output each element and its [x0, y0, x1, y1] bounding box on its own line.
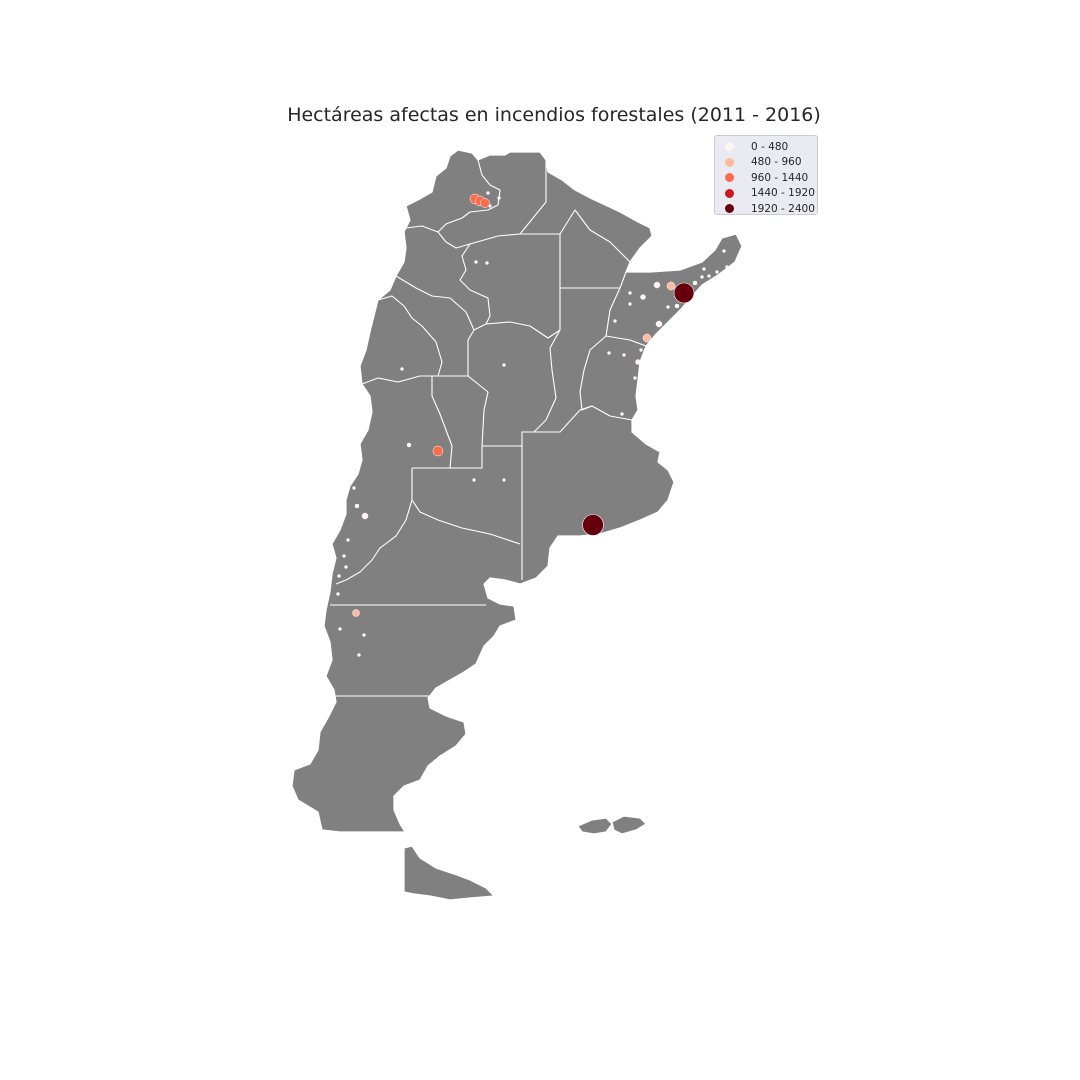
fire-marker — [655, 320, 663, 328]
map-title: Hectáreas afectas en incendios forestale… — [287, 104, 821, 126]
legend-swatch — [725, 142, 734, 152]
fire-marker — [674, 303, 680, 309]
fire-marker — [338, 627, 342, 631]
fire-markers — [336, 191, 729, 657]
fire-marker-small — [666, 281, 676, 291]
fire-marker — [702, 267, 706, 271]
legend-item: 0 - 480 — [723, 139, 817, 155]
fire-marker — [474, 260, 478, 264]
fire-marker — [486, 191, 490, 195]
fire-marker — [336, 592, 340, 596]
fire-marker-large — [582, 514, 604, 536]
fire-marker — [640, 294, 646, 300]
legend-swatch — [725, 204, 734, 214]
fire-marker — [352, 486, 356, 490]
legend-item: 480 - 960 — [723, 155, 817, 171]
fire-marker — [622, 353, 626, 357]
fire-marker-large — [673, 282, 695, 304]
fire-marker — [342, 554, 346, 558]
fire-marker — [337, 574, 341, 578]
legend-swatch — [725, 157, 734, 167]
fire-marker — [607, 351, 611, 355]
fire-marker — [502, 363, 506, 367]
fire-marker-small — [642, 333, 652, 343]
fire-marker — [502, 478, 506, 482]
tierra-del-fuego-region — [403, 845, 495, 901]
fire-marker — [400, 367, 404, 371]
fire-marker — [344, 565, 348, 569]
mainland-region — [291, 149, 743, 833]
fire-marker-medium — [480, 198, 490, 208]
fire-marker — [715, 270, 719, 274]
fire-marker — [725, 265, 729, 269]
fire-marker — [633, 376, 637, 380]
fire-marker — [700, 275, 704, 279]
fire-marker — [628, 302, 632, 306]
fire-marker — [497, 196, 501, 200]
province-borders — [330, 159, 647, 697]
fire-marker — [620, 412, 624, 416]
fire-marker — [613, 319, 617, 323]
fire-marker — [692, 280, 698, 286]
fire-marker — [666, 305, 670, 309]
legend-item: 960 - 1440 — [723, 170, 817, 186]
malvinas-region — [577, 815, 647, 835]
legend-label: 1920 - 2400 — [751, 202, 815, 215]
fire-marker — [653, 281, 661, 289]
fire-marker — [357, 653, 361, 657]
fire-marker — [354, 503, 360, 509]
fire-marker — [628, 291, 632, 295]
legend-item: 1920 - 2400 — [723, 201, 817, 217]
legend-swatch — [725, 173, 734, 183]
map-legend: 0 - 480 480 - 960 960 - 1440 1440 - 1920… — [714, 135, 818, 215]
legend-label: 960 - 1440 — [751, 171, 809, 184]
legend-label: 480 - 960 — [751, 156, 802, 169]
fire-marker — [362, 633, 366, 637]
legend-label: 0 - 480 — [751, 140, 789, 153]
fire-marker — [361, 512, 369, 520]
legend-label: 1440 - 1920 — [751, 187, 815, 200]
fire-marker — [406, 442, 412, 448]
fire-marker — [472, 478, 476, 482]
fire-marker — [635, 359, 641, 365]
fire-marker-medium — [432, 445, 444, 457]
fire-marker-small — [352, 609, 360, 617]
fire-marker — [707, 274, 711, 278]
legend-item: 1440 - 1920 — [723, 186, 817, 202]
fire-marker — [346, 538, 350, 542]
fire-marker — [485, 261, 489, 265]
fire-marker — [639, 348, 643, 352]
fire-marker — [722, 249, 726, 253]
legend-swatch — [725, 188, 734, 198]
